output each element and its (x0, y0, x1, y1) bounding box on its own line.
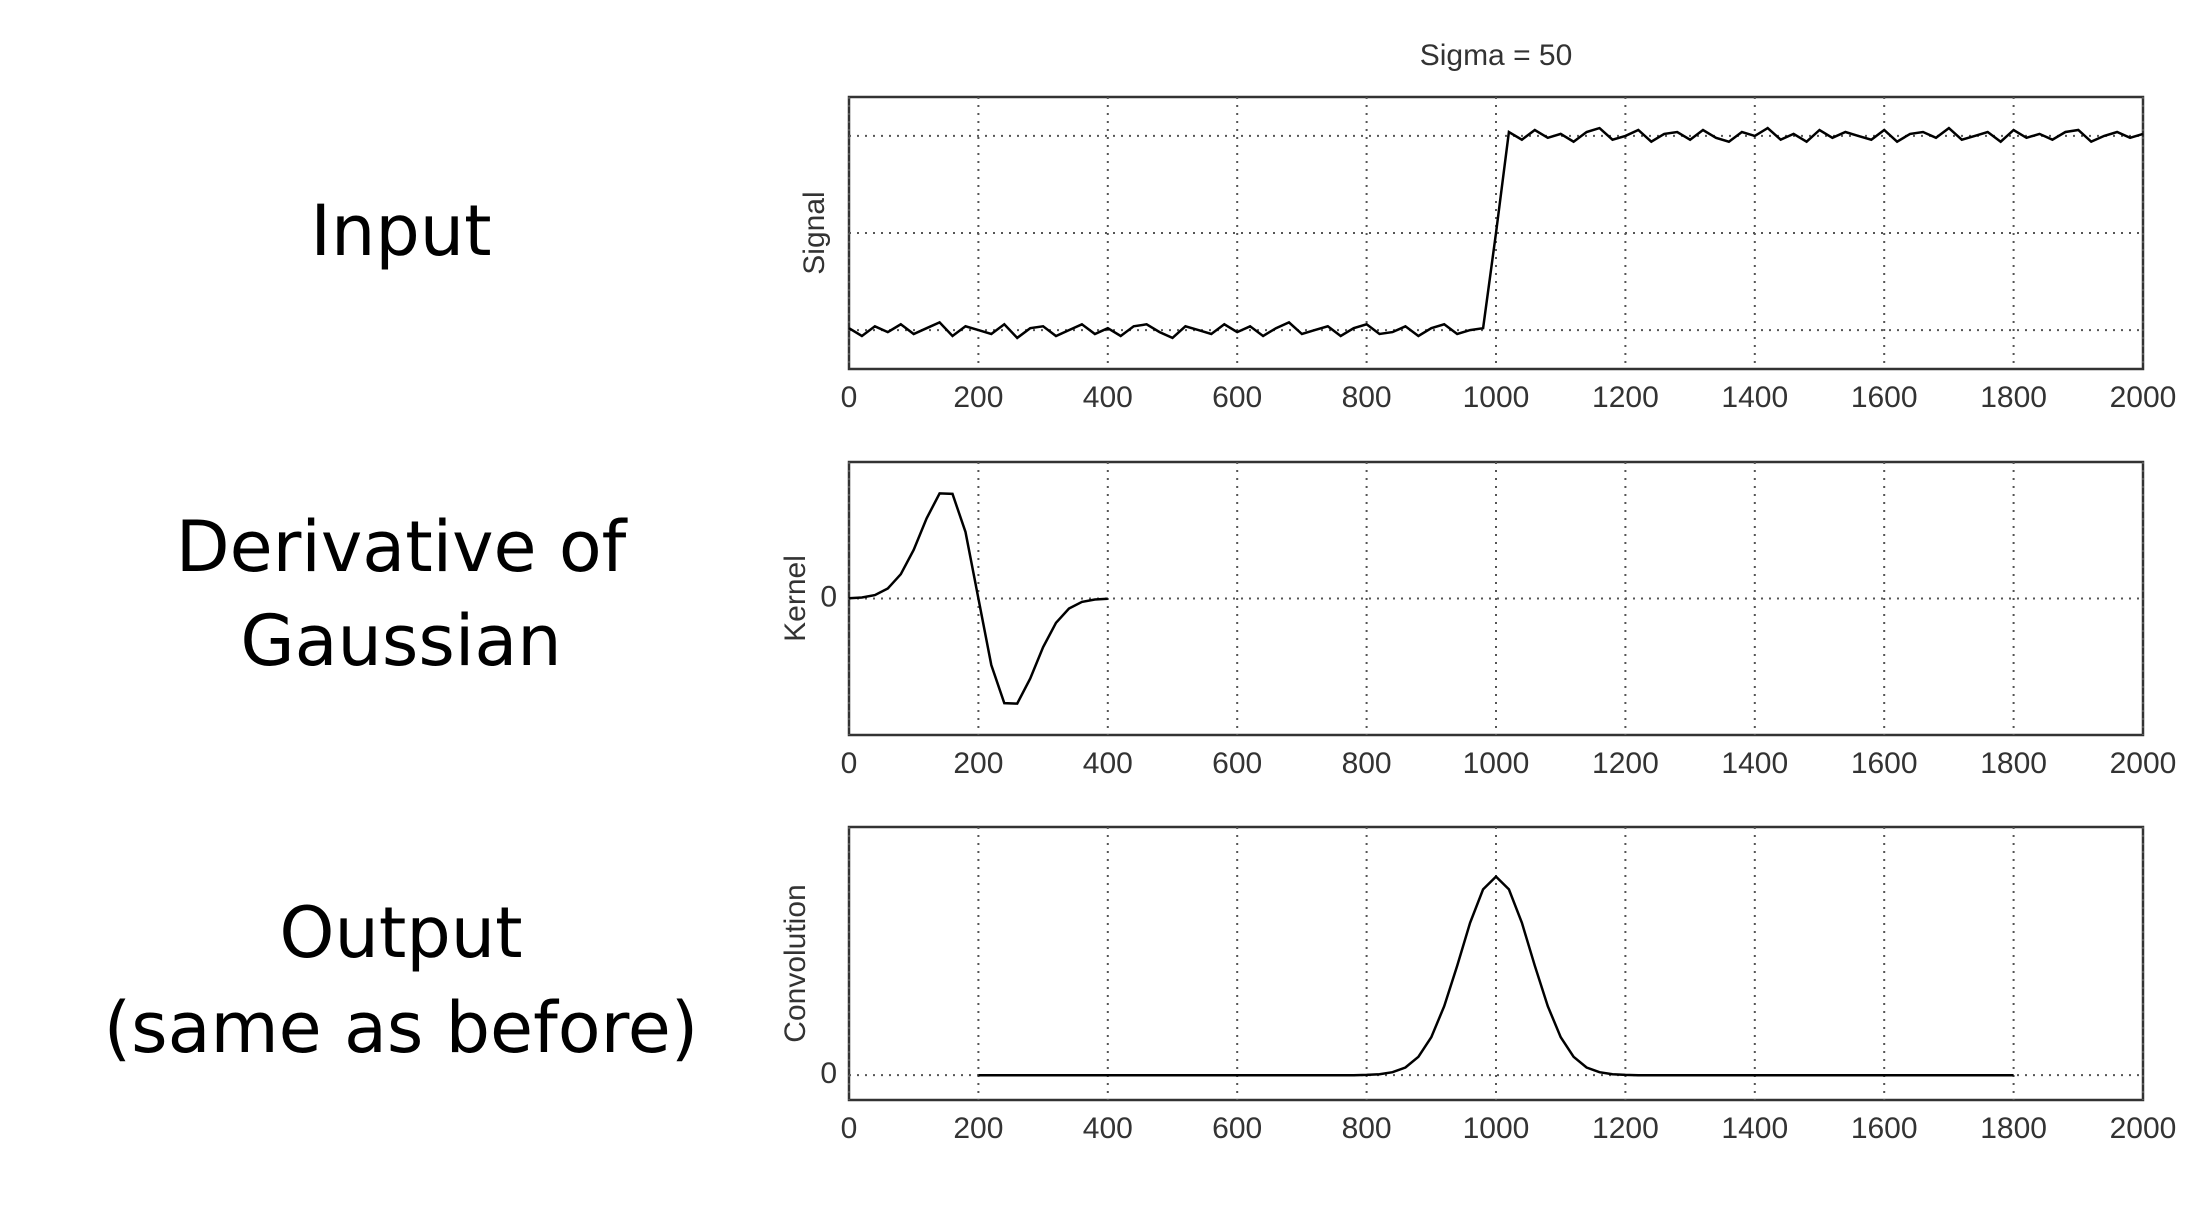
x-tick-label: 200 (953, 381, 1003, 414)
x-tick-label: 2000 (2110, 381, 2177, 414)
row-label: Input (310, 190, 491, 272)
row-label: Derivative of (176, 506, 628, 588)
x-tick-label: 0 (841, 381, 858, 414)
y-axis-label: Signal (798, 191, 831, 274)
x-tick-label: 1800 (1980, 1112, 2047, 1145)
x-tick-label: 1800 (1980, 381, 2047, 414)
x-tick-label: 1600 (1851, 1112, 1918, 1145)
x-tick-label: 400 (1083, 1112, 1133, 1145)
x-tick-label: 400 (1083, 747, 1133, 780)
x-tick-label: 1600 (1851, 747, 1918, 780)
x-tick-label: 400 (1083, 381, 1133, 414)
row-label: (same as before) (104, 987, 698, 1069)
x-tick-label: 600 (1212, 1112, 1262, 1145)
data-line (848, 126, 2144, 340)
x-tick-label: 800 (1342, 747, 1392, 780)
x-tick-label: 1200 (1592, 381, 1659, 414)
data-line (978, 874, 2014, 1077)
y-tick-label: 0 (820, 580, 837, 613)
x-tick-label: 1000 (1463, 1112, 1530, 1145)
x-tick-label: 1600 (1851, 381, 1918, 414)
y-axis-label: Convolution (779, 884, 812, 1042)
data-line (848, 492, 1108, 705)
row-label: Output (279, 892, 522, 974)
x-tick-label: 800 (1342, 381, 1392, 414)
x-tick-label: 1000 (1463, 381, 1530, 414)
x-tick-label: 800 (1342, 1112, 1392, 1145)
y-tick-label: 0 (820, 1057, 837, 1090)
x-tick-label: 0 (841, 1112, 858, 1145)
x-tick-label: 600 (1212, 747, 1262, 780)
x-tick-label: 1000 (1463, 747, 1530, 780)
x-tick-label: 1400 (1721, 381, 1788, 414)
y-axis-label: Kernel (779, 555, 812, 642)
x-tick-label: 200 (953, 1112, 1003, 1145)
x-tick-label: 1400 (1721, 1112, 1788, 1145)
chart-title: Sigma = 50 (1420, 39, 1573, 72)
x-tick-label: 600 (1212, 381, 1262, 414)
x-tick-label: 1200 (1592, 747, 1659, 780)
x-tick-label: 200 (953, 747, 1003, 780)
x-tick-label: 1200 (1592, 1112, 1659, 1145)
x-tick-label: 2000 (2110, 747, 2177, 780)
x-tick-label: 1800 (1980, 747, 2047, 780)
row-label: Gaussian (240, 600, 561, 682)
x-tick-label: 0 (841, 747, 858, 780)
x-tick-label: 2000 (2110, 1112, 2177, 1145)
x-tick-label: 1400 (1721, 747, 1788, 780)
